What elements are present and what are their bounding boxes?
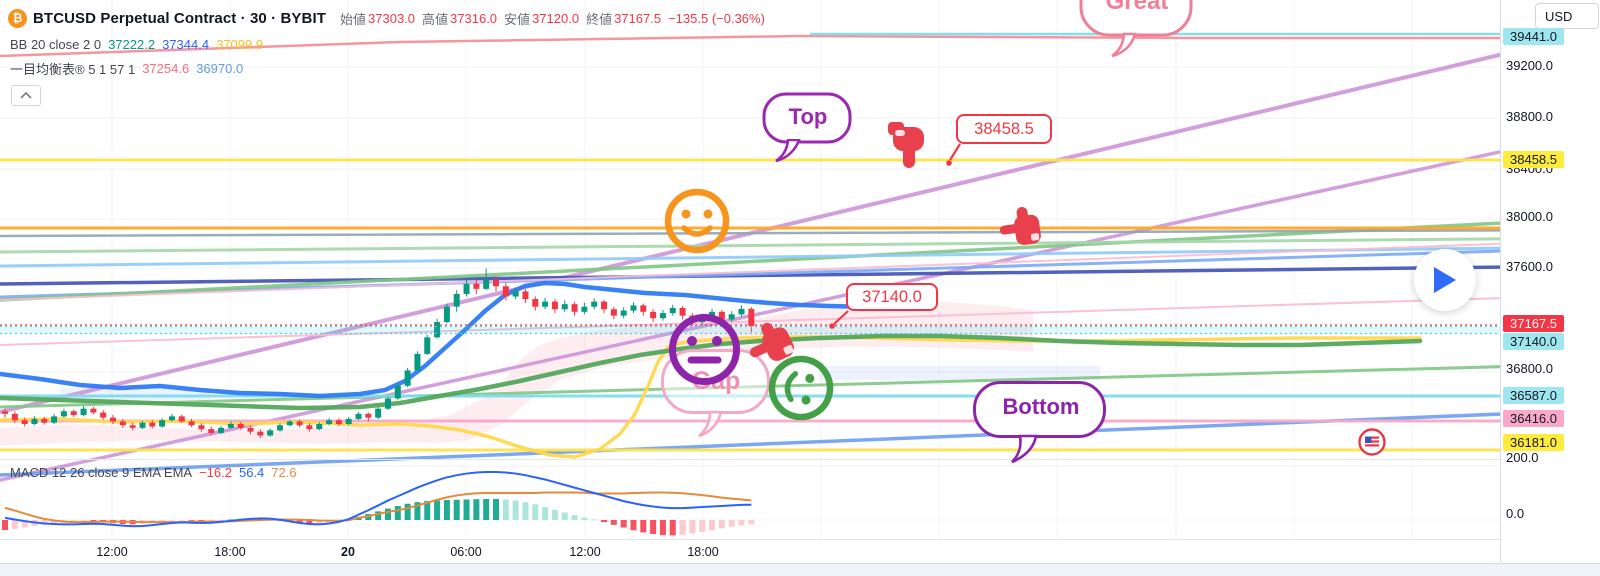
pointing-left-icon [999, 206, 1041, 245]
currency-usd-button[interactable]: USD [1535, 3, 1599, 29]
symbol-title[interactable]: BTCUSD Perpetual Contract · 30 · BYBIT [33, 9, 327, 27]
bb-label: BB 20 close 2 0 [10, 37, 102, 52]
top-bubble-label: Top [788, 104, 828, 129]
callout-mid-text: 37140.0 [862, 287, 922, 306]
price-label: 36181.0 [1503, 434, 1564, 451]
time-label: 12:00 [569, 545, 601, 559]
price-label: 37167.5 [1503, 315, 1564, 332]
price-label: 36800.0 [1506, 361, 1553, 376]
bottom-strip [0, 563, 1600, 576]
price-label: 36587.0 [1503, 387, 1564, 404]
smiley-icon [664, 188, 730, 254]
time-label: 18:00 [214, 545, 246, 559]
go-to-realtime-button[interactable] [1414, 249, 1476, 311]
price-label: 200.0 [1506, 450, 1539, 465]
price-label: 38800.0 [1506, 109, 1553, 124]
price-label: 37600.0 [1506, 259, 1553, 274]
close-label: 終値 [586, 11, 613, 27]
bb-upper-value: 37344.4 [162, 37, 210, 52]
bottom-bubble-label: Bottom [1002, 394, 1080, 419]
bitcoin-icon: ₿ [8, 8, 27, 28]
collapse-legend-button[interactable] [11, 85, 41, 106]
callout-pointer [946, 143, 961, 166]
price-label: 39441.0 [1503, 28, 1564, 45]
ichimoku-tenkan-value: 37254.6 [142, 61, 190, 76]
bb-indicator-row[interactable]: BB 20 close 2 0 37222.2 37344.4 37099.9 [10, 37, 263, 52]
low-value: 37120.0 [532, 10, 580, 26]
change-value: −135.5 (−0.36%) [668, 10, 765, 26]
pointing-hand-sticker-2[interactable] [999, 206, 1046, 259]
thumbs-down-icon [888, 122, 924, 168]
macd-line-value: 56.4 [238, 465, 265, 480]
pointing-left-icon [749, 322, 795, 361]
bottom-speech-bubble[interactable]: Bottom [972, 380, 1110, 466]
close-value: 37167.5 [614, 10, 662, 26]
great-speech-bubble[interactable]: Great [1078, 0, 1196, 66]
top-speech-bubble[interactable]: Top [762, 92, 854, 166]
time-label: 18:00 [687, 545, 719, 559]
open-label: 始値 [340, 11, 367, 27]
chevron-up-icon [20, 91, 32, 99]
tilted-smiley-sticker[interactable] [768, 355, 834, 426]
price-label: 38458.5 [1503, 151, 1564, 168]
pointing-hand-sticker[interactable] [748, 320, 798, 377]
play-icon [1434, 267, 1456, 293]
price-label: 36416.0 [1503, 410, 1564, 427]
price-callout-37140[interactable]: 37140.0 [828, 276, 940, 332]
tilted-smiley-icon [768, 355, 834, 421]
price-callout-38458[interactable]: 38458.5 [946, 106, 1058, 168]
macd-hist-value: −16.2 [199, 465, 232, 480]
callout-pointer [829, 310, 849, 329]
bb-lower-value: 37099.9 [216, 37, 264, 52]
neutral-face-icon [669, 314, 740, 385]
low-label: 安値 [504, 11, 531, 27]
ichimoku-label: 一目均衡表® 5 1 57 1 [10, 62, 136, 77]
us-flag-event-icon[interactable] [1357, 427, 1387, 462]
callout-high-text: 38458.5 [974, 119, 1034, 138]
open-value: 37303.0 [368, 10, 416, 26]
ohlc-readout: 始値 37303.0 高値 37316.0 安値 37120.0 終値 37167.5 … [340, 9, 765, 28]
price-label: 39200.0 [1506, 58, 1553, 73]
macd-signal-value: 72.6 [271, 465, 297, 480]
high-value: 37316.0 [450, 10, 498, 26]
neutral-face-sticker[interactable] [668, 313, 741, 391]
macd-label: MACD 12 26 close 9 EMA EMA [10, 465, 193, 480]
price-label: 37140.0 [1503, 333, 1564, 350]
time-axis[interactable]: 12:00 18:00 20 06:00 12:00 18:00 [0, 539, 1600, 563]
thumbs-down-sticker[interactable] [886, 118, 928, 175]
price-label: 38000.0 [1506, 209, 1553, 224]
time-label: 20 [341, 545, 355, 559]
price-chart-canvas[interactable] [0, 0, 1500, 562]
macd-indicator-row[interactable]: MACD 12 26 close 9 EMA EMA −16.2 56.4 72… [10, 465, 297, 480]
ichimoku-kijun-value: 36970.0 [196, 61, 244, 76]
time-label: 12:00 [96, 545, 128, 559]
ichimoku-indicator-row[interactable]: 一目均衡表® 5 1 57 1 37254.6 36970.0 [10, 59, 243, 78]
time-label: 06:00 [450, 545, 482, 559]
smiley-face-sticker[interactable] [664, 188, 730, 259]
high-label: 高値 [422, 11, 449, 27]
price-label: 0.0 [1506, 506, 1525, 521]
bb-basis-value: 37222.2 [108, 37, 156, 52]
great-bubble-label: Great [1105, 0, 1169, 15]
price-axis[interactable]: USD 39441.0 39200.0 38800.0 38400.0 38458.5 3… [1500, 0, 1600, 562]
